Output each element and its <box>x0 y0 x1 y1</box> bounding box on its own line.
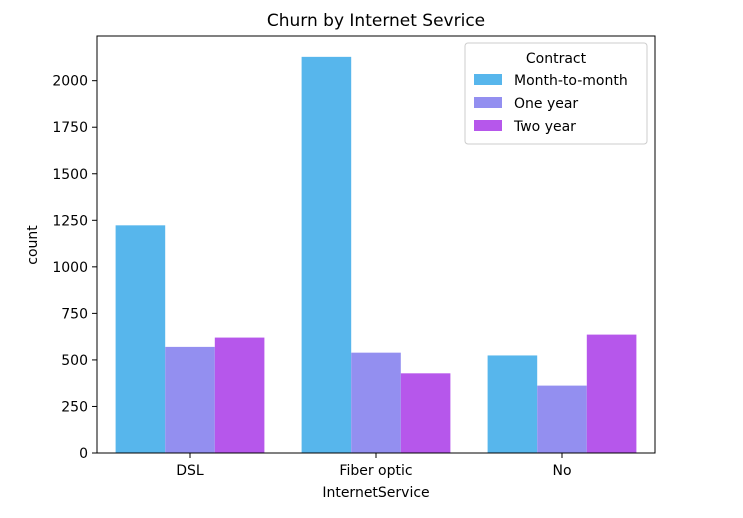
legend-label-two-year: Two year <box>513 119 576 135</box>
bar-no-two-year <box>586 334 637 453</box>
legend: Contract Month-to-month One year Two year <box>464 42 648 145</box>
chart-title: Churn by Internet Sevrice <box>267 11 485 31</box>
bar-dsl-month-to-month <box>115 225 166 453</box>
y-tick-label: 250 <box>61 399 88 415</box>
legend-label-one-year: One year <box>514 96 578 112</box>
legend-title: Contract <box>526 51 587 67</box>
y-tick-label: 1000 <box>52 260 88 276</box>
legend-swatch-month-to-month <box>474 74 502 85</box>
y-tick-label: 750 <box>61 306 88 322</box>
bar-fiber-optic-two-year <box>400 373 451 453</box>
x-tick-label: DSL <box>176 463 204 479</box>
bar-fiber-optic-one-year <box>351 352 401 453</box>
plot-area <box>115 56 637 453</box>
y-tick-label: 1750 <box>52 120 88 136</box>
legend-label-month-to-month: Month-to-month <box>514 73 628 89</box>
bar-dsl-one-year <box>165 346 215 453</box>
bar-dsl-two-year <box>214 337 265 453</box>
x-tick-label: Fiber optic <box>339 463 412 479</box>
x-tick-label: No <box>552 463 571 479</box>
y-tick-label: 1500 <box>52 167 88 183</box>
y-tick-label: 0 <box>79 446 88 462</box>
bar-fiber-optic-month-to-month <box>301 56 352 453</box>
legend-box <box>464 42 648 145</box>
y-tick-label: 500 <box>61 353 88 369</box>
y-axis-label: count <box>25 225 41 265</box>
x-axis-label: InternetService <box>322 485 429 501</box>
y-tick-label: 2000 <box>52 74 88 90</box>
legend-swatch-two-year <box>474 120 502 131</box>
y-tick-label: 1250 <box>52 213 88 229</box>
bar-no-month-to-month <box>487 355 538 453</box>
legend-swatch-one-year <box>474 97 502 108</box>
bar-no-one-year <box>537 385 587 453</box>
